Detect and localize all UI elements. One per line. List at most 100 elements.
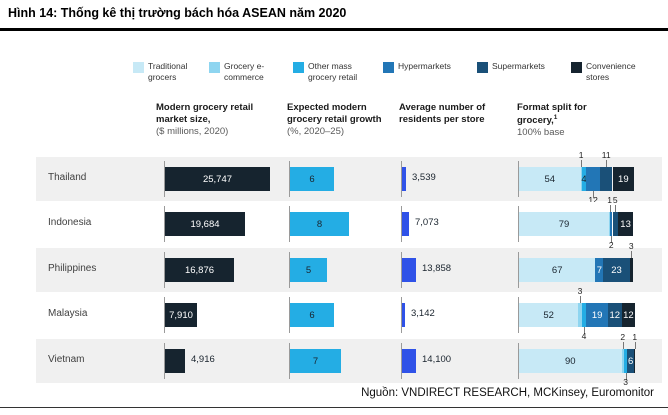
residents-bar — [402, 258, 416, 282]
split-value: 4 — [581, 173, 587, 185]
table-row-malaysia: Malaysia 7,910 6 3,142 52 3 4 19 12 12 — [36, 286, 662, 341]
split-value: 19 — [618, 173, 629, 185]
split-value: 11 — [601, 150, 611, 160]
column-header-residents: Average number of residents per store — [399, 102, 511, 126]
column-header-title: Format split for grocery, — [517, 102, 587, 127]
table-row-thailand: Thailand 25,747 6 3,539 54 1 4 12 11 19 — [36, 150, 662, 205]
market-size-bar-group: 7,910 — [164, 293, 289, 337]
split-value: 12 — [609, 309, 621, 321]
column-header-title: Average number of residents per store — [399, 102, 486, 125]
split-segment-hypermarkets: 19 — [586, 303, 608, 327]
growth-bar-group: 6 — [289, 157, 389, 201]
legend-label: Grocery e-commerce — [224, 61, 265, 83]
growth-bar-group: 8 — [289, 202, 389, 246]
axis-line — [518, 297, 519, 333]
residents-value: 3,142 — [411, 308, 435, 319]
legend-label: Supermarkets — [492, 61, 545, 71]
legend-label: Traditional grocers — [148, 61, 188, 83]
axis-line — [401, 297, 402, 333]
residents-bar-group: 14,100 — [401, 339, 501, 383]
callout-tick — [615, 205, 617, 212]
column-header-growth: Expected modern grocery retail growth (%… — [287, 102, 401, 138]
split-segment-othermass — [623, 349, 628, 373]
market-size-bar: 7,910 — [165, 303, 197, 327]
axis-line — [289, 343, 290, 379]
split-value: 5 — [612, 195, 618, 205]
callout-tick — [622, 342, 624, 349]
split-segment-supermarkets — [612, 212, 619, 236]
split-value: 2 — [620, 332, 626, 342]
legend-label: Other mass grocery retail — [308, 61, 358, 83]
split-segment-traditional: 54 — [519, 167, 581, 191]
footnote-marker: 1 — [553, 113, 558, 121]
callout-tick — [584, 327, 585, 334]
axis-line — [289, 297, 290, 333]
split-value: 12 — [588, 195, 598, 205]
column-header-title: Expected modern grocery retail growth — [287, 102, 382, 125]
split-segment-traditional: 79 — [519, 212, 610, 236]
axis-line — [518, 252, 519, 288]
split-value: 7 — [596, 264, 603, 276]
axis-line — [518, 161, 519, 197]
split-value: 3 — [623, 377, 628, 387]
split-value: 90 — [565, 355, 576, 367]
legend-swatch-hypermarkets-icon — [383, 62, 394, 73]
source-note: Nguồn: VNDIRECT RESEARCH, MCKinsey, Euro… — [361, 387, 654, 399]
split-value: 79 — [558, 218, 570, 230]
split-segment-traditional: 67 — [519, 258, 596, 282]
axis-line — [401, 252, 402, 288]
growth-value: 5 — [305, 264, 312, 276]
growth-bar-group: 5 — [289, 248, 389, 292]
residents-bar — [402, 167, 406, 191]
split-segment-supermarkets: 6 — [627, 349, 635, 373]
callout-tick — [580, 296, 581, 303]
residents-bar-group: 7,073 — [401, 202, 501, 246]
split-value: 2 — [608, 240, 614, 250]
split-segment-ecommerce — [580, 167, 582, 191]
market-size-bar: 25,747 — [165, 167, 270, 191]
split-value: 54 — [544, 173, 556, 185]
callout-tick — [593, 191, 595, 198]
axis-line — [164, 252, 165, 288]
column-header-subtitle: 100% base — [517, 126, 565, 138]
country-label: Philippines — [48, 263, 97, 274]
residents-bar-group: 13,858 — [401, 248, 501, 292]
axis-line — [164, 297, 165, 333]
table-row-vietnam: Vietnam 4,916 7 14,100 90 2 3 6 1 — [36, 332, 662, 387]
split-segment-supermarkets: 23 — [603, 258, 630, 282]
format-split-bar-group: 54 1 4 12 11 19 — [518, 150, 648, 205]
split-value: 67 — [551, 264, 563, 276]
residents-value: 13,858 — [422, 263, 452, 274]
market-size-value: 16,876 — [184, 264, 215, 276]
growth-value: 7 — [312, 355, 319, 367]
growth-bar-group: 7 — [289, 339, 389, 383]
split-value: 4 — [581, 331, 587, 341]
split-segment-convenience — [629, 258, 633, 282]
split-segment-supermarkets — [599, 167, 613, 191]
country-label: Vietnam — [48, 354, 85, 365]
split-segment-ecommerce — [609, 212, 611, 236]
legend-item-ecommerce: Grocery e-commerce — [209, 61, 280, 83]
bottom-rule — [0, 407, 668, 408]
table-row-indonesia: Indonesia 19,684 8 7,073 79 1 2 5 13 — [36, 195, 662, 250]
legend-swatch-ecommerce-icon — [209, 62, 220, 73]
axis-line — [518, 343, 519, 379]
split-value: 1 — [607, 195, 612, 205]
column-header-subtitle: ($ millions, 2020) — [156, 125, 229, 137]
split-segment-hypermarkets — [610, 212, 613, 236]
growth-bar: 6 — [290, 167, 334, 191]
split-segment-othermass — [581, 303, 587, 327]
market-size-value: 19,684 — [190, 218, 220, 230]
market-size-bar-group: 25,747 — [164, 157, 289, 201]
legend-item-convenience: Convenience stores — [571, 61, 644, 83]
legend: Traditional grocers Grocery e-commerce Oth… — [133, 61, 644, 83]
axis-line — [164, 206, 165, 242]
legend-swatch-convenience-icon — [571, 62, 582, 73]
column-header-subtitle: (%, 2020–25) — [287, 125, 345, 137]
split-segment-supermarkets: 12 — [607, 303, 622, 327]
growth-bar: 6 — [290, 303, 334, 327]
callout-tick — [625, 373, 627, 380]
page-title: Hình 14: Thống kê thị trường bách hóa AS… — [8, 6, 347, 20]
callout-tick — [606, 160, 608, 167]
